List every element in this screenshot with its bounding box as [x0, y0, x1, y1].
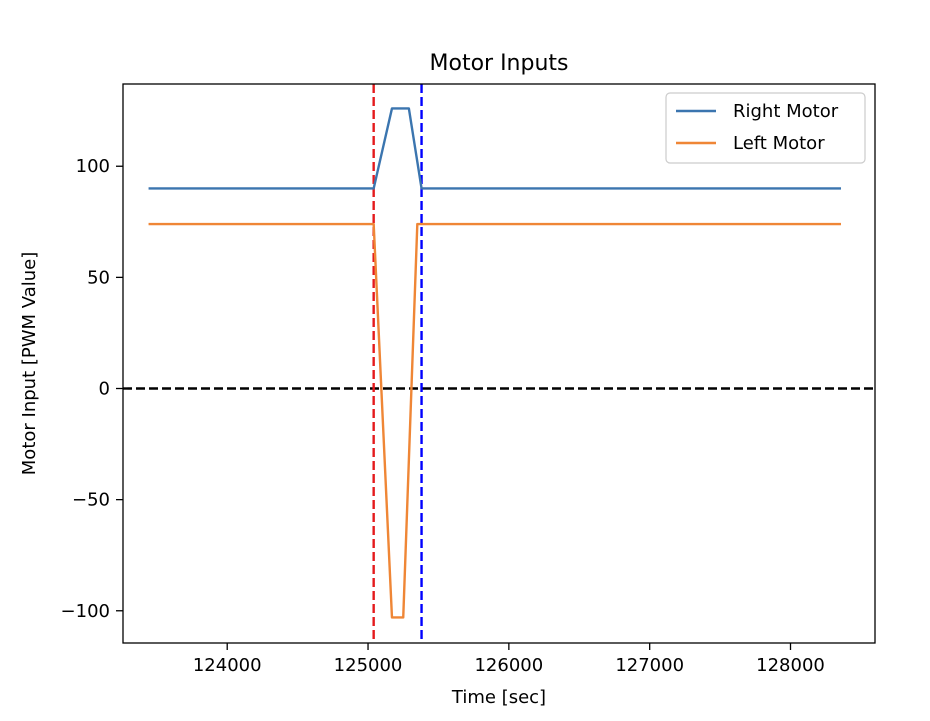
- series-line-0: [148, 107, 841, 190]
- x-tick-label: 125000: [334, 655, 403, 676]
- y-axis-label: Motor Input [PWM Value]: [19, 252, 40, 475]
- plot-frame: [122, 83, 876, 644]
- axis-ticks: 124000 125000 126000 127000 128000 −100 −50 0 50…: [61, 156, 825, 676]
- x-tick-label: 127000: [615, 655, 684, 676]
- y-tick-label: 0: [99, 379, 110, 400]
- x-tick-label: 128000: [756, 655, 825, 676]
- chart-title: Motor Inputs: [430, 51, 569, 76]
- x-tick-label: 124000: [193, 655, 262, 676]
- y-tick-label: 50: [87, 267, 110, 288]
- series-line-1: [148, 222, 841, 619]
- y-tick-label: −50: [72, 490, 110, 511]
- y-tick-label: 100: [76, 156, 110, 177]
- plot-area: [123, 84, 875, 643]
- x-tick-label: 126000: [474, 655, 543, 676]
- x-axis-label: Time [sec]: [451, 687, 546, 708]
- legend-label: Left Motor: [733, 133, 825, 154]
- y-tick-label: −100: [61, 601, 110, 622]
- legend: Right Motor Left Motor: [665, 92, 866, 164]
- legend-label: Right Motor: [733, 101, 839, 122]
